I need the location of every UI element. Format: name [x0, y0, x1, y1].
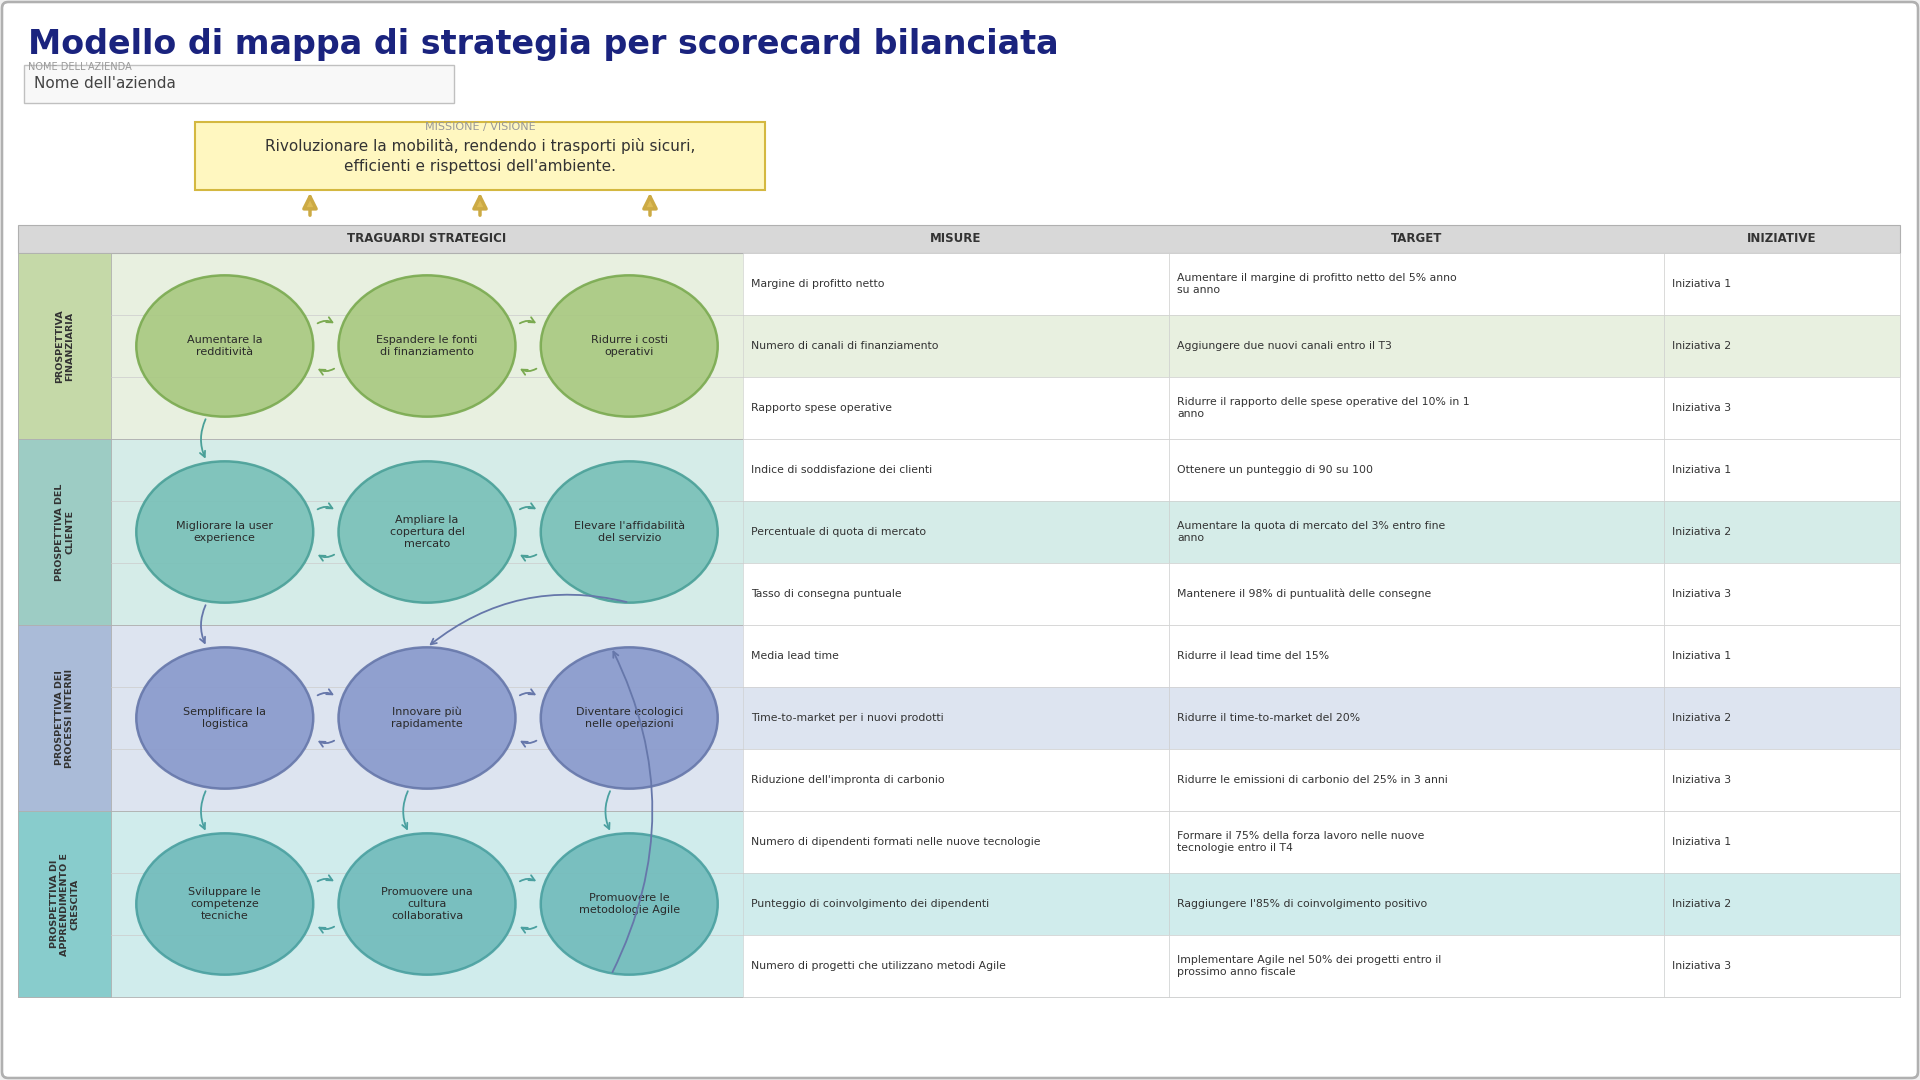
Text: PROSPETTIVA DEI
PROCESSI INTERNI: PROSPETTIVA DEI PROCESSI INTERNI — [56, 669, 75, 768]
Text: Aumentare la quota di mercato del 3% entro fine
anno: Aumentare la quota di mercato del 3% ent… — [1177, 522, 1446, 543]
Text: Iniziativa 2: Iniziativa 2 — [1672, 899, 1732, 909]
Text: Iniziativa 3: Iniziativa 3 — [1672, 589, 1732, 599]
Text: Iniziativa 2: Iniziativa 2 — [1672, 527, 1732, 537]
Bar — [743, 253, 1169, 315]
Text: Iniziativa 1: Iniziativa 1 — [1672, 279, 1732, 289]
Text: Formare il 75% della forza lavoro nelle nuove
tecnologie entro il T4: Formare il 75% della forza lavoro nelle … — [1177, 832, 1425, 853]
Text: Iniziativa 3: Iniziativa 3 — [1672, 775, 1732, 785]
Text: MISURE: MISURE — [931, 232, 981, 245]
Text: Ridurre i costi
operativi: Ridurre i costi operativi — [591, 335, 668, 356]
Text: Ridurre il time-to-market del 20%: Ridurre il time-to-market del 20% — [1177, 713, 1359, 723]
Bar — [17, 625, 1901, 811]
Text: Migliorare la user
experience: Migliorare la user experience — [177, 522, 273, 543]
Bar — [1169, 873, 1665, 935]
Text: Ridurre il lead time del 15%: Ridurre il lead time del 15% — [1177, 651, 1329, 661]
Bar — [743, 935, 1169, 997]
Text: Sviluppare le
competenze
tecniche: Sviluppare le competenze tecniche — [188, 888, 261, 920]
Bar — [1665, 687, 1901, 750]
Text: Rapporto spese operative: Rapporto spese operative — [751, 403, 893, 413]
Bar — [1665, 377, 1901, 438]
Ellipse shape — [541, 834, 718, 974]
Bar — [17, 438, 1901, 625]
Text: Numero di progetti che utilizzano metodi Agile: Numero di progetti che utilizzano metodi… — [751, 961, 1006, 971]
Text: MISSIONE / VISIONE: MISSIONE / VISIONE — [424, 122, 536, 132]
Bar — [1169, 935, 1665, 997]
Bar — [1169, 625, 1665, 687]
Bar — [17, 811, 1901, 997]
Bar — [743, 750, 1169, 811]
Text: Raggiungere l'85% di coinvolgimento positivo: Raggiungere l'85% di coinvolgimento posi… — [1177, 899, 1427, 909]
Bar — [1665, 935, 1901, 997]
Text: Numero di dipendenti formati nelle nuove tecnologie: Numero di dipendenti formati nelle nuove… — [751, 837, 1041, 847]
Ellipse shape — [541, 275, 718, 417]
Text: Aumentare il margine di profitto netto del 5% anno
su anno: Aumentare il margine di profitto netto d… — [1177, 273, 1457, 295]
Text: Iniziativa 1: Iniziativa 1 — [1672, 837, 1732, 847]
Text: Iniziativa 2: Iniziativa 2 — [1672, 713, 1732, 723]
Text: Mantenere il 98% di puntualità delle consegne: Mantenere il 98% di puntualità delle con… — [1177, 589, 1430, 599]
Text: Tasso di consegna puntuale: Tasso di consegna puntuale — [751, 589, 902, 599]
Text: Iniziativa 3: Iniziativa 3 — [1672, 403, 1732, 413]
Bar — [1169, 315, 1665, 377]
Text: Media lead time: Media lead time — [751, 651, 839, 661]
Text: Riduzione dell'impronta di carbonio: Riduzione dell'impronta di carbonio — [751, 775, 945, 785]
Bar — [743, 501, 1169, 563]
Ellipse shape — [338, 275, 515, 417]
Text: PROSPETTIVA
FINANZIARIA: PROSPETTIVA FINANZIARIA — [56, 309, 75, 383]
Ellipse shape — [136, 461, 313, 603]
Bar — [1665, 811, 1901, 873]
Bar — [743, 315, 1169, 377]
Bar — [1169, 811, 1665, 873]
Text: Percentuale di quota di mercato: Percentuale di quota di mercato — [751, 527, 925, 537]
Ellipse shape — [136, 647, 313, 788]
Text: Indice di soddisfazione dei clienti: Indice di soddisfazione dei clienti — [751, 465, 931, 475]
Text: Iniziativa 1: Iniziativa 1 — [1672, 651, 1732, 661]
Bar — [1665, 750, 1901, 811]
Text: PROSPETTIVA DEL
CLIENTE: PROSPETTIVA DEL CLIENTE — [56, 484, 75, 581]
FancyBboxPatch shape — [196, 122, 764, 190]
Bar — [17, 253, 111, 438]
Bar — [1665, 501, 1901, 563]
Text: Elevare l'affidabilità
del servizio: Elevare l'affidabilità del servizio — [574, 522, 685, 543]
Ellipse shape — [136, 275, 313, 417]
Text: TARGET: TARGET — [1390, 232, 1442, 245]
Bar — [17, 811, 111, 997]
Text: Ampliare la
copertura del
mercato: Ampliare la copertura del mercato — [390, 515, 465, 549]
Bar — [1665, 563, 1901, 625]
Text: Ridurre le emissioni di carbonio del 25% in 3 anni: Ridurre le emissioni di carbonio del 25%… — [1177, 775, 1448, 785]
Bar — [17, 438, 111, 625]
Bar — [743, 811, 1169, 873]
Bar — [1665, 315, 1901, 377]
Bar — [1169, 687, 1665, 750]
Text: Aggiungere due nuovi canali entro il T3: Aggiungere due nuovi canali entro il T3 — [1177, 341, 1392, 351]
Text: Punteggio di coinvolgimento dei dipendenti: Punteggio di coinvolgimento dei dipenden… — [751, 899, 989, 909]
Bar — [1665, 625, 1901, 687]
Text: Aumentare la
redditività: Aumentare la redditività — [186, 335, 263, 356]
Text: Numero di canali di finanziamento: Numero di canali di finanziamento — [751, 341, 939, 351]
Bar — [1169, 750, 1665, 811]
Text: Time-to-market per i nuovi prodotti: Time-to-market per i nuovi prodotti — [751, 713, 943, 723]
Bar — [1169, 438, 1665, 501]
Ellipse shape — [136, 834, 313, 974]
Bar — [743, 687, 1169, 750]
Bar — [743, 377, 1169, 438]
Bar — [1169, 563, 1665, 625]
Bar — [17, 253, 1901, 438]
Text: PROSPETTIVA DI
APPRENDIMENTO E
CRESCITA: PROSPETTIVA DI APPRENDIMENTO E CRESCITA — [50, 852, 79, 956]
Bar — [17, 225, 1901, 253]
Bar — [1169, 377, 1665, 438]
FancyBboxPatch shape — [23, 65, 453, 103]
Bar — [1169, 253, 1665, 315]
Text: NOME DELL'AZIENDA: NOME DELL'AZIENDA — [29, 62, 132, 72]
Bar — [743, 438, 1169, 501]
Text: INIZIATIVE: INIZIATIVE — [1747, 232, 1816, 245]
Text: Diventare ecologici
nelle operazioni: Diventare ecologici nelle operazioni — [576, 707, 684, 729]
Text: Iniziativa 2: Iniziativa 2 — [1672, 341, 1732, 351]
Text: Modello di mappa di strategia per scorecard bilanciata: Modello di mappa di strategia per scorec… — [29, 28, 1058, 60]
Bar — [1169, 501, 1665, 563]
Text: Promuovere le
metodologie Agile: Promuovere le metodologie Agile — [578, 893, 680, 915]
Ellipse shape — [338, 461, 515, 603]
Text: Nome dell'azienda: Nome dell'azienda — [35, 77, 177, 92]
Ellipse shape — [541, 461, 718, 603]
Text: TRAGUARDI STRATEGICI: TRAGUARDI STRATEGICI — [348, 232, 507, 245]
